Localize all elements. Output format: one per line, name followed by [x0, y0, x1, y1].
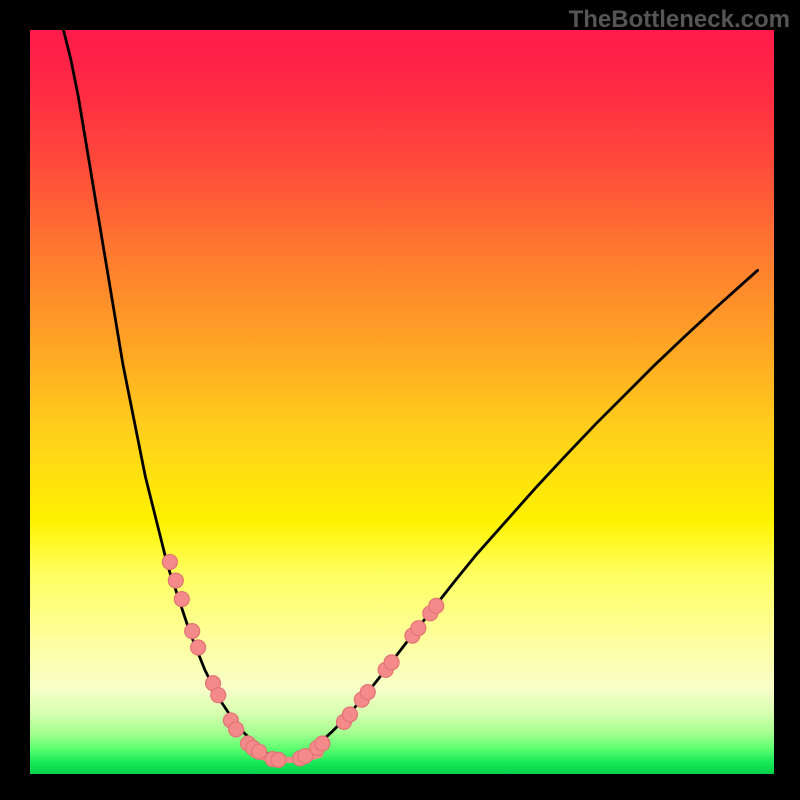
data-marker [162, 554, 177, 569]
data-marker [271, 752, 286, 767]
data-marker [168, 573, 183, 588]
curve_left [63, 30, 271, 757]
data-marker [174, 592, 189, 607]
data-marker [252, 744, 267, 759]
data-marker [191, 640, 206, 655]
chart-container: TheBottleneck.com [0, 0, 800, 800]
chart-plot-area [30, 30, 774, 774]
data-marker [185, 624, 200, 639]
watermark-text: TheBottleneck.com [569, 6, 790, 34]
data-marker [211, 688, 226, 703]
curve_right [302, 270, 758, 757]
data-marker [360, 685, 375, 700]
curve-overlay [30, 30, 774, 774]
data-marker [384, 655, 399, 670]
data-marker [342, 707, 357, 722]
data-marker [229, 722, 244, 737]
data-marker [411, 621, 426, 636]
data-marker [429, 598, 444, 613]
data-marker [315, 736, 330, 751]
